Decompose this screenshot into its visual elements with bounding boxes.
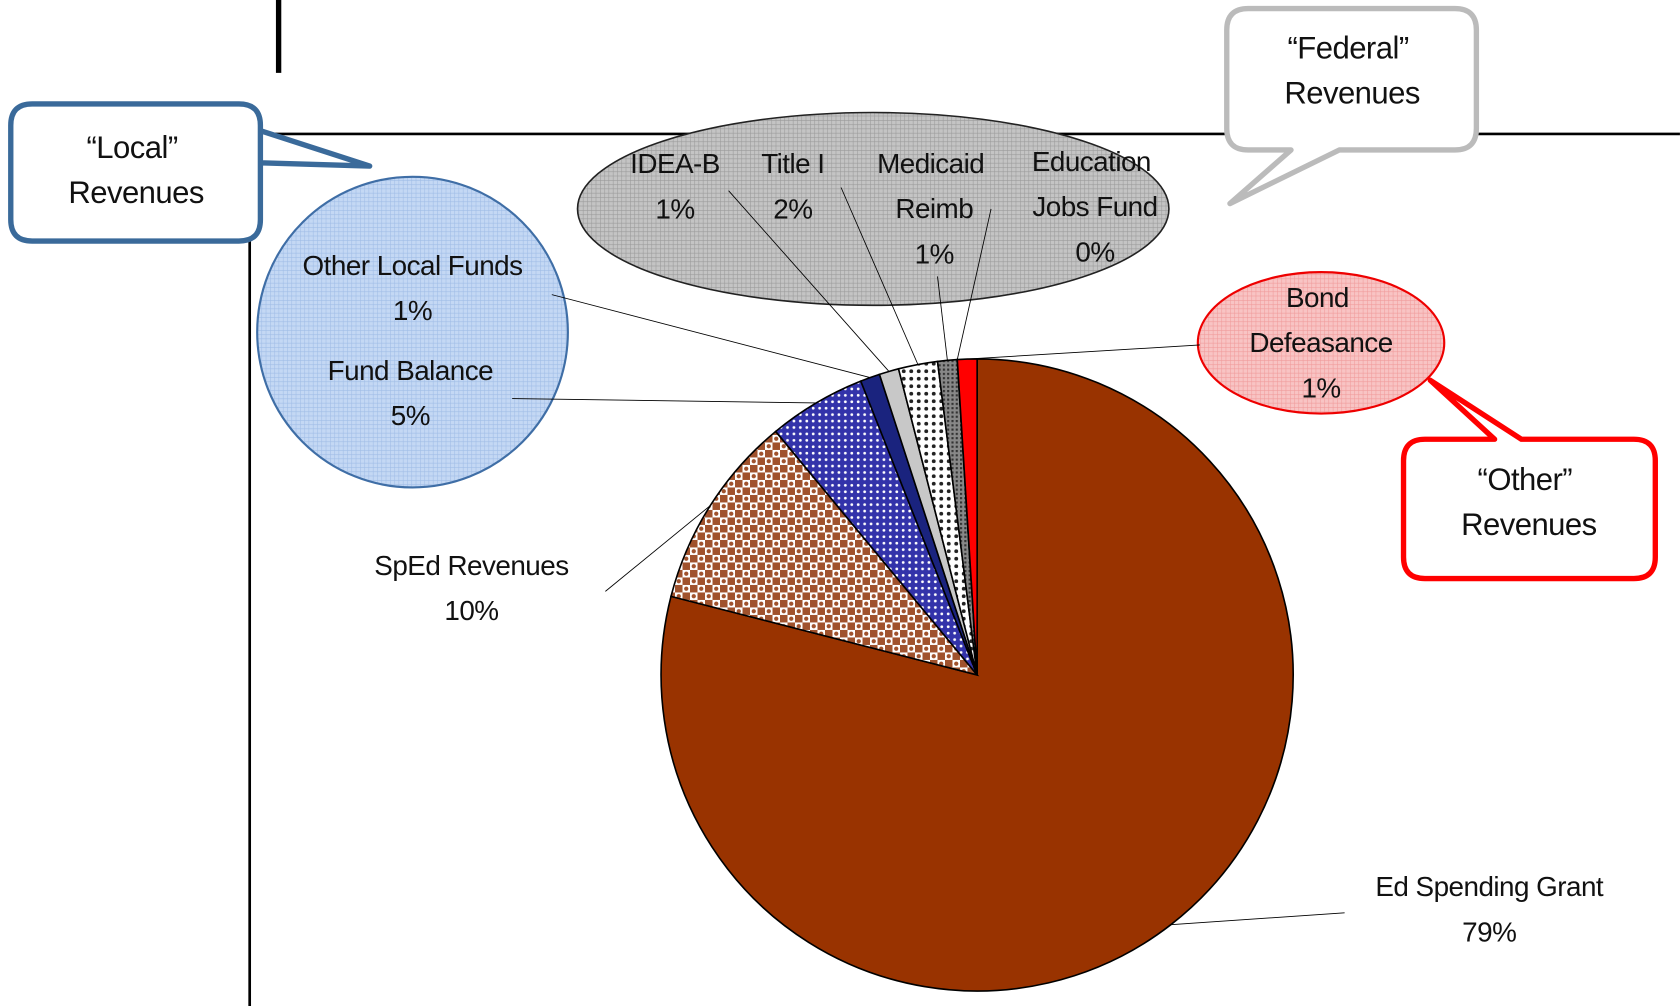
callout-text: “Local” Revenues	[68, 130, 204, 210]
slice-label: Title I	[761, 148, 824, 179]
slice-value-label: 10%	[444, 595, 498, 626]
leader-line	[512, 398, 817, 404]
callout-text: “Federal” Revenues	[1284, 31, 1420, 111]
callout-local	[8, 101, 373, 244]
slice-value-label: 2%	[773, 193, 812, 224]
callout-other	[1400, 377, 1658, 582]
leader-line	[728, 190, 890, 372]
slice-label: Other Local Funds	[303, 250, 523, 281]
slice-value-label: 1%	[393, 295, 432, 326]
slice-value-label: 79%	[1462, 917, 1516, 948]
slice	[670, 430, 980, 677]
leader-line	[967, 344, 1201, 360]
slice-value-label: 1%	[1301, 372, 1340, 403]
slice-label: Ed Spending Grant	[1375, 872, 1604, 903]
slices	[660, 358, 1294, 992]
slice-value-label: 0%	[1075, 236, 1114, 267]
local-group	[256, 175, 569, 489]
callout-federal	[1224, 5, 1480, 207]
leader-line	[937, 276, 948, 361]
pie: 79% Ed Spending Grant 10% SpEd Revenues 5% Fu…	[68, 31, 1605, 992]
slice-label: SpEd Revenues	[374, 550, 568, 581]
leader-line	[551, 294, 871, 379]
leader-line	[1170, 912, 1345, 926]
slice-label: Fund Balance	[328, 355, 493, 386]
labels: 79% Ed Spending Grant 10% SpEd Revenues 5% Fu…	[303, 146, 1605, 948]
slice-value-label: 1%	[915, 238, 954, 269]
slice-label: Medicaid Reimb	[877, 148, 991, 224]
slice-label: Bond Defeasance	[1249, 282, 1392, 358]
slice-label: Education Jobs Fund	[1032, 146, 1158, 222]
callout-text: “Other” Revenues	[1461, 462, 1597, 542]
leader-line	[840, 187, 919, 365]
leader-line	[605, 505, 711, 592]
slice-value-label: 5%	[391, 400, 430, 431]
slice-value-label: 1%	[655, 193, 694, 224]
slice-label: IDEA-B	[630, 148, 720, 179]
leader-line	[956, 208, 992, 360]
federal-group	[576, 111, 1170, 307]
other-group	[1196, 271, 1446, 415]
